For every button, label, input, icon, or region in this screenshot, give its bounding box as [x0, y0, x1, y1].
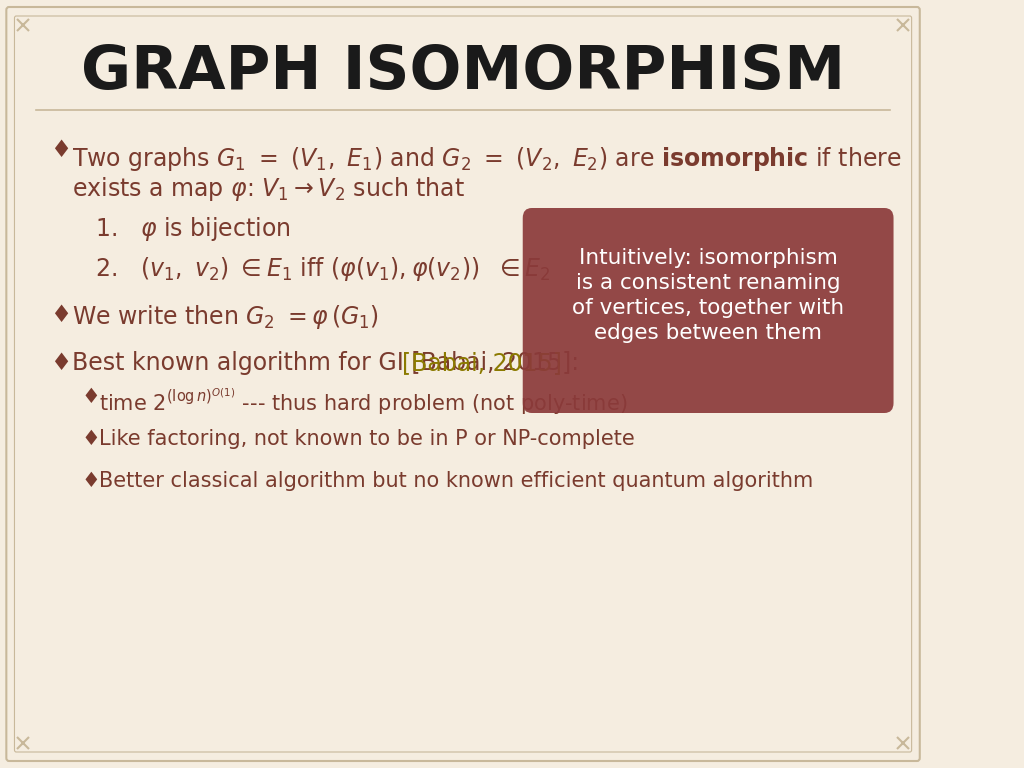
Text: Better classical algorithm but no known efficient quantum algorithm: Better classical algorithm but no known … [99, 471, 814, 491]
Text: 2.   $(v_1,\ v_2)\ \in E_1$ iff $(\varphi(v_1),\varphi(v_2))\ \ \in E_2$: 2. $(v_1,\ v_2)\ \in E_1$ iff $(\varphi(… [95, 255, 550, 283]
Text: of vertices, together with: of vertices, together with [572, 298, 844, 318]
FancyBboxPatch shape [6, 7, 920, 761]
Text: Best known algorithm for GI [Babai, 2015]:: Best known algorithm for GI [Babai, 2015… [73, 351, 580, 375]
Text: 1.   $\varphi$ is bijection: 1. $\varphi$ is bijection [95, 215, 291, 243]
Text: GRAPH ISOMORPHISM: GRAPH ISOMORPHISM [81, 44, 845, 102]
Text: ♦: ♦ [81, 429, 100, 449]
Text: ♦: ♦ [50, 303, 71, 327]
Text: Two graphs $G_1\ =\ (V_1,\ E_1)$ and $G_2\ =\ (V_2,\ E_2)$ are $\mathbf{isomorph: Two graphs $G_1\ =\ (V_1,\ E_1)$ and $G_… [73, 145, 902, 173]
Text: ♦: ♦ [81, 387, 100, 407]
Text: ♦: ♦ [50, 351, 71, 375]
Text: We write then $G_2\ =\varphi\,(G_1)$: We write then $G_2\ =\varphi\,(G_1)$ [73, 303, 380, 331]
Text: ♦: ♦ [81, 471, 100, 491]
Text: time $2^{(\log n)^{O(1)}}$ --- thus hard problem (not poly-time): time $2^{(\log n)^{O(1)}}$ --- thus hard… [99, 387, 628, 418]
Text: edges between them: edges between them [594, 323, 822, 343]
Text: Like factoring, not known to be in P or NP-complete: Like factoring, not known to be in P or … [99, 429, 635, 449]
Text: exists a map $\varphi$: $V_1 \rightarrow V_2$ such that: exists a map $\varphi$: $V_1 \rightarrow… [73, 175, 465, 203]
Text: [Babai, 2015]: [Babai, 2015] [401, 351, 561, 375]
Text: is a consistent renaming: is a consistent renaming [575, 273, 841, 293]
Text: ♦: ♦ [50, 138, 71, 162]
FancyBboxPatch shape [522, 208, 894, 413]
Text: Intuitively: isomorphism: Intuitively: isomorphism [579, 248, 838, 268]
